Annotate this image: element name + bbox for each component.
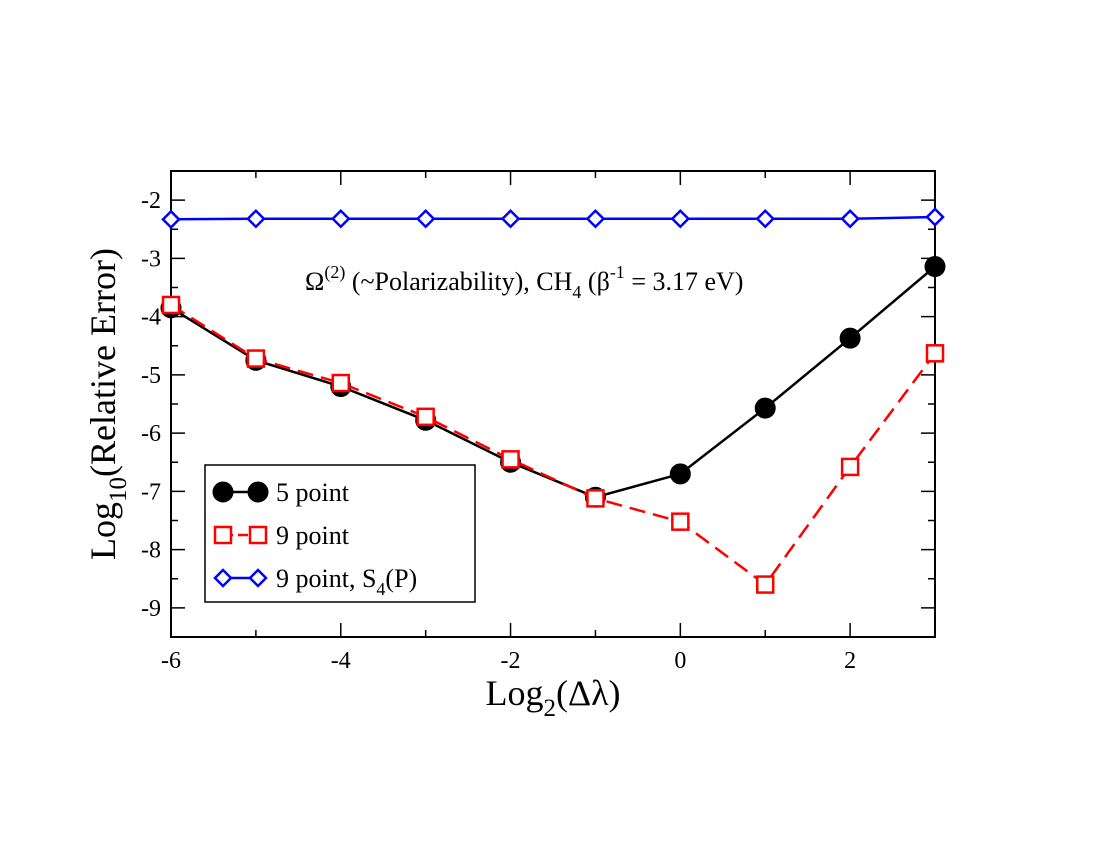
data-point: [416, 407, 435, 427]
x-tick-label: 0: [674, 648, 686, 674]
y-tick-label: -3: [141, 246, 161, 272]
y-tick-label: -8: [141, 538, 161, 564]
legend-marker: [212, 481, 234, 503]
data-point: [501, 450, 520, 469]
y-tick-label: -4: [141, 305, 161, 331]
data-point: [585, 208, 606, 229]
data-point: [246, 208, 266, 229]
x-axis-title: Log2(Δλ): [485, 673, 620, 722]
y-tick-label: -6: [141, 421, 161, 447]
data-point: [925, 344, 945, 363]
data-point: [840, 208, 860, 229]
legend-item: 5 point: [212, 478, 350, 507]
data-point: [331, 373, 351, 393]
data-point: [331, 208, 351, 229]
legend-marker: [213, 525, 233, 545]
data-point: [500, 208, 521, 229]
y-tick-label: -2: [141, 188, 161, 214]
x-tick-label: -4: [331, 648, 351, 674]
x-tick-label: -2: [501, 648, 521, 674]
legend-marker: [248, 525, 268, 545]
legend-marker: [248, 568, 268, 588]
axis-ticks: -6 -4 -2 0 2 -2 -3 -4 -5 -6 -7 -8 -9: [141, 170, 936, 674]
series-1: [161, 295, 945, 594]
data-point: [669, 463, 691, 485]
data-point: [161, 209, 181, 230]
legend-label: 9 point, S4(P): [276, 564, 417, 599]
data-point: [840, 457, 860, 477]
y-axis-title: Log10(Relative Error): [83, 248, 132, 560]
legend-label: 5 point: [276, 478, 350, 507]
series-2: [161, 207, 945, 230]
legend: 5 point 9 point 9 point, S4(P): [204, 464, 476, 603]
data-point: [925, 207, 945, 227]
y-tick-label: -5: [141, 363, 161, 389]
data-point: [839, 327, 861, 349]
x-tick-label: 2: [844, 648, 856, 674]
legend-item: 9 point: [213, 521, 350, 550]
legend-label: 9 point: [276, 521, 350, 550]
legend-marker: [247, 481, 269, 503]
series-layer: [160, 207, 946, 594]
data-point: [161, 295, 181, 315]
data-point: [755, 575, 775, 594]
data-point: [415, 208, 436, 229]
series-line: [170, 215, 936, 221]
data-point: [755, 208, 775, 229]
x-tick-label: -6: [161, 648, 181, 674]
data-point: [671, 512, 690, 531]
legend-item: 9 point, S4(P): [213, 564, 417, 599]
y-tick-label: -7: [141, 479, 161, 505]
data-point: [586, 489, 605, 508]
chart-annotation: Ω(2) (~Polarizability), CH4 (β-1 = 3.17 …: [305, 262, 743, 302]
data-point: [754, 397, 776, 419]
y-tick-label: -9: [141, 596, 161, 622]
legend-marker: [213, 568, 233, 588]
data-point: [246, 349, 266, 368]
data-point: [924, 256, 946, 278]
data-point: [670, 208, 691, 229]
series-line: [170, 303, 937, 587]
series-line: [170, 265, 936, 499]
